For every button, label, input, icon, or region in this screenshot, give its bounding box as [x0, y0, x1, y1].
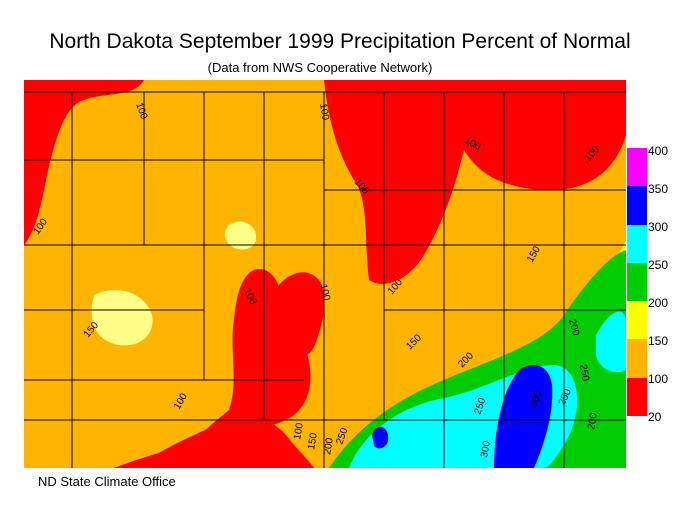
county-boundaries [24, 91, 626, 468]
contour-label: 100 [292, 422, 306, 441]
legend-label-300: 300 [648, 220, 669, 234]
contour-label: 150 [306, 432, 320, 451]
map-subtitle: (Data from NWS Cooperative Network) [207, 60, 433, 75]
yellow-region-central [224, 221, 257, 250]
map-title: North Dakota September 1999 Precipitatio… [49, 30, 631, 53]
contour-label: 100 [317, 283, 332, 302]
legend-label-100: 100 [648, 372, 669, 386]
legend-bin [627, 224, 647, 263]
blue-region-southeast [494, 365, 553, 468]
contour-label: 200 [322, 437, 336, 456]
legend-bin [627, 186, 647, 225]
legend-bin [627, 301, 647, 340]
red-region-central-lobe [276, 272, 325, 356]
yellow-region-west [91, 290, 153, 346]
footer-credit: ND State Climate Office [38, 474, 176, 489]
red-region-northwest [24, 80, 144, 245]
contour-label: 200 [566, 318, 581, 337]
red-region-south [134, 416, 314, 468]
contour-label: 300 [479, 440, 493, 459]
legend-label-350: 350 [648, 182, 669, 196]
cyan-region-east [596, 311, 626, 373]
legend-label-150: 150 [648, 334, 669, 348]
legend-label-20: 20 [648, 410, 662, 424]
contour-label: 100 [317, 103, 331, 122]
blue-region-south [372, 426, 389, 449]
legend-bin [627, 262, 647, 302]
legend-label-400: 400 [648, 144, 669, 158]
legend-label-250: 250 [648, 258, 669, 272]
red-region-northeast [324, 80, 626, 284]
color-legend [627, 148, 647, 416]
contour-label: 200 [586, 412, 600, 431]
legend-bin [627, 339, 647, 378]
precipitation-map: 100 100 100 100 100 100 100 100 100 100 … [24, 80, 626, 468]
red-region-central-south [114, 269, 311, 468]
map-svg: 100 100 100 100 100 100 100 100 100 100 … [24, 80, 626, 468]
legend-label-200: 200 [648, 296, 669, 310]
contour-label: 250 [577, 364, 591, 383]
legend-bin [627, 377, 647, 416]
legend-bin [627, 148, 647, 187]
